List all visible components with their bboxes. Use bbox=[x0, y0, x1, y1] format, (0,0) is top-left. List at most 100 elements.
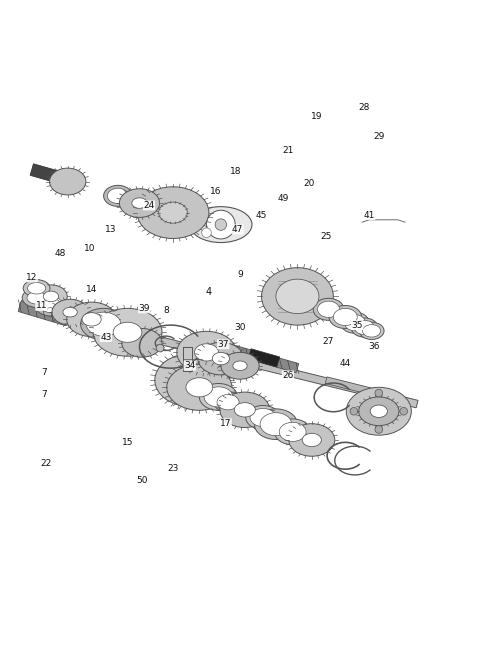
Polygon shape bbox=[19, 302, 418, 408]
Text: 28: 28 bbox=[359, 103, 370, 112]
Text: 4: 4 bbox=[206, 287, 212, 297]
Ellipse shape bbox=[370, 405, 387, 417]
Ellipse shape bbox=[158, 202, 187, 223]
Text: 49: 49 bbox=[277, 194, 289, 203]
Text: 21: 21 bbox=[282, 146, 294, 155]
Ellipse shape bbox=[43, 291, 59, 302]
Polygon shape bbox=[229, 345, 299, 373]
Ellipse shape bbox=[159, 203, 186, 222]
Text: 16: 16 bbox=[210, 187, 222, 196]
Ellipse shape bbox=[93, 309, 162, 356]
Ellipse shape bbox=[194, 344, 218, 361]
Ellipse shape bbox=[344, 314, 365, 331]
Ellipse shape bbox=[177, 331, 236, 373]
Text: 20: 20 bbox=[304, 179, 315, 189]
Ellipse shape bbox=[302, 433, 322, 447]
Ellipse shape bbox=[132, 198, 147, 208]
Ellipse shape bbox=[204, 387, 233, 407]
Ellipse shape bbox=[250, 408, 276, 426]
Ellipse shape bbox=[113, 322, 142, 343]
Ellipse shape bbox=[313, 298, 344, 320]
Text: 26: 26 bbox=[282, 371, 294, 380]
Text: 39: 39 bbox=[139, 304, 150, 313]
Text: 27: 27 bbox=[323, 337, 334, 346]
Ellipse shape bbox=[279, 422, 306, 441]
Ellipse shape bbox=[86, 312, 121, 336]
Ellipse shape bbox=[67, 302, 117, 337]
Ellipse shape bbox=[289, 424, 335, 457]
Ellipse shape bbox=[120, 189, 159, 217]
Ellipse shape bbox=[167, 364, 232, 410]
Ellipse shape bbox=[137, 187, 209, 238]
Text: 22: 22 bbox=[40, 459, 52, 468]
Ellipse shape bbox=[35, 293, 67, 316]
Ellipse shape bbox=[22, 288, 51, 307]
Circle shape bbox=[375, 389, 383, 397]
Circle shape bbox=[156, 345, 164, 352]
Polygon shape bbox=[325, 377, 394, 400]
Text: 12: 12 bbox=[26, 272, 37, 282]
Ellipse shape bbox=[221, 352, 259, 379]
Text: 13: 13 bbox=[105, 225, 117, 234]
Ellipse shape bbox=[340, 312, 369, 333]
Ellipse shape bbox=[82, 312, 101, 326]
Text: 34: 34 bbox=[184, 362, 195, 370]
Text: 48: 48 bbox=[55, 249, 66, 258]
Circle shape bbox=[375, 426, 383, 433]
Text: 10: 10 bbox=[84, 244, 95, 253]
Ellipse shape bbox=[217, 394, 239, 410]
Text: 47: 47 bbox=[232, 225, 243, 234]
Ellipse shape bbox=[254, 409, 298, 440]
Ellipse shape bbox=[35, 285, 67, 308]
Circle shape bbox=[350, 407, 358, 415]
Text: 29: 29 bbox=[373, 132, 384, 141]
Text: 18: 18 bbox=[229, 168, 241, 176]
Text: 41: 41 bbox=[363, 210, 375, 219]
Ellipse shape bbox=[276, 279, 319, 314]
Text: 14: 14 bbox=[86, 285, 97, 293]
Text: 43: 43 bbox=[100, 333, 112, 341]
Text: 17: 17 bbox=[220, 419, 231, 428]
Ellipse shape bbox=[234, 403, 255, 417]
Text: 25: 25 bbox=[321, 232, 332, 241]
Text: 19: 19 bbox=[311, 113, 323, 121]
Ellipse shape bbox=[177, 369, 207, 390]
Ellipse shape bbox=[27, 291, 46, 304]
Text: 35: 35 bbox=[351, 320, 363, 329]
Ellipse shape bbox=[329, 305, 361, 328]
Ellipse shape bbox=[104, 185, 132, 206]
Text: 7: 7 bbox=[41, 390, 47, 399]
Polygon shape bbox=[18, 301, 69, 326]
Ellipse shape bbox=[63, 307, 77, 317]
Circle shape bbox=[215, 219, 227, 231]
Text: 37: 37 bbox=[217, 340, 229, 348]
Ellipse shape bbox=[81, 309, 127, 340]
Ellipse shape bbox=[362, 325, 381, 337]
Ellipse shape bbox=[186, 378, 213, 397]
Polygon shape bbox=[30, 164, 67, 185]
Text: 15: 15 bbox=[122, 438, 133, 447]
Ellipse shape bbox=[262, 268, 333, 325]
Text: 44: 44 bbox=[340, 359, 351, 368]
Ellipse shape bbox=[318, 301, 339, 318]
Circle shape bbox=[202, 228, 211, 238]
Ellipse shape bbox=[233, 361, 247, 371]
Text: 23: 23 bbox=[168, 464, 179, 473]
Ellipse shape bbox=[199, 383, 238, 410]
Polygon shape bbox=[248, 348, 280, 367]
Ellipse shape bbox=[260, 413, 292, 436]
Ellipse shape bbox=[23, 280, 50, 297]
Ellipse shape bbox=[122, 328, 162, 357]
Ellipse shape bbox=[52, 299, 88, 325]
Text: 11: 11 bbox=[36, 301, 47, 310]
Text: 8: 8 bbox=[163, 307, 168, 315]
Ellipse shape bbox=[214, 392, 242, 412]
Ellipse shape bbox=[190, 206, 252, 242]
Text: 30: 30 bbox=[234, 323, 246, 332]
Ellipse shape bbox=[359, 322, 384, 339]
Ellipse shape bbox=[333, 309, 357, 326]
Ellipse shape bbox=[198, 343, 244, 375]
Circle shape bbox=[400, 407, 408, 415]
Ellipse shape bbox=[155, 353, 229, 407]
Text: 7: 7 bbox=[41, 369, 47, 377]
